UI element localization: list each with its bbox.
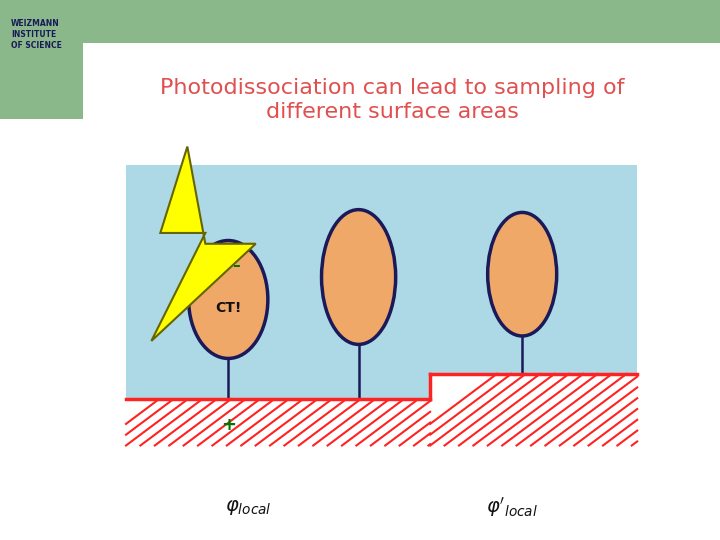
Ellipse shape [322, 210, 396, 345]
Text: –: – [232, 258, 240, 273]
Bar [430, 374, 637, 445]
Text: $\varphi'_{local}$: $\varphi'_{local}$ [486, 495, 538, 519]
Polygon shape [151, 146, 256, 341]
Ellipse shape [189, 240, 268, 359]
Bar [0, 0, 112, 119]
Text: Photodissociation can lead to sampling of
different surface areas: Photodissociation can lead to sampling o… [160, 78, 625, 122]
Bar [126, 399, 430, 446]
Bar [0, 0, 720, 57]
Text: +: + [221, 416, 235, 434]
Bar [126, 165, 637, 446]
Bar [83, 43, 720, 540]
Text: WEIZMANN
INSTITUTE
OF SCIENCE: WEIZMANN INSTITUTE OF SCIENCE [11, 19, 62, 50]
Text: CT!: CT! [215, 301, 241, 315]
Ellipse shape [487, 212, 557, 336]
Text: $\varphi_{local}$: $\varphi_{local}$ [225, 498, 272, 517]
